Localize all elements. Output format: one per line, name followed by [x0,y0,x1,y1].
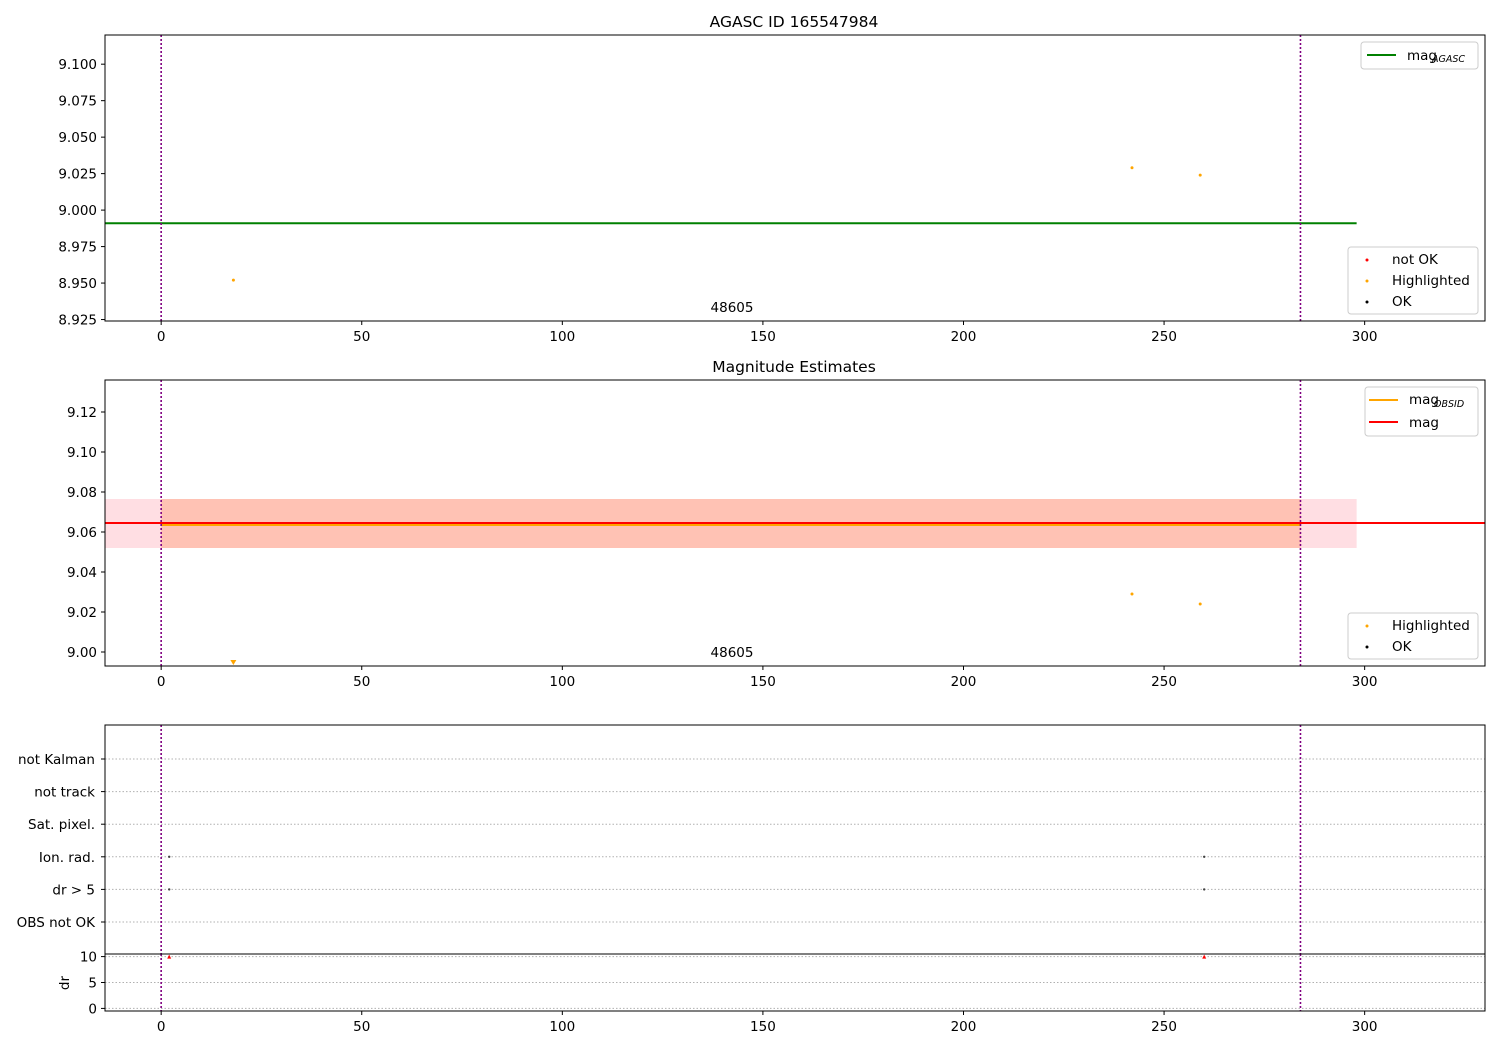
flag-label: Sat. pixel. [28,817,95,833]
mag-estimates-title: Magnitude Estimates [712,358,876,376]
dr-flagged-point [1202,954,1207,959]
agasc-obsid-label: 48605 [711,300,754,316]
data-point [1130,166,1134,170]
y-tick-label: 9.08 [67,485,97,501]
dr-flagged-point [167,954,172,959]
x-tick-label: 0 [157,674,166,690]
x-tick-label: 300 [1352,1019,1378,1035]
agasc-axes-frame [104,34,1486,322]
data-point [1203,888,1206,891]
y-tick-label: 9.12 [67,405,97,421]
dr-axis-label: dr [57,975,73,990]
out-of-range-marker [230,660,237,665]
x-tick-label: 150 [750,1019,776,1035]
flag-label: Ion. rad. [39,850,95,866]
x-tick-label: 150 [750,329,776,345]
mag-estimates-panel: Magnitude Estimates 48605 9.00 9.02 9.04 9.… [67,358,1486,690]
x-tick-label: 50 [353,1019,370,1035]
y-tick-label: 8.975 [58,240,97,256]
mag-obsid-label: 48605 [711,645,754,661]
ok-legend-marker [1365,300,1369,304]
mag-legend-label: mag [1409,415,1439,431]
x-tick-label: 50 [353,329,370,345]
x-tick-label: 50 [353,674,370,690]
x-tick-label: 250 [1151,1019,1177,1035]
data-point [1130,592,1134,596]
y-tick-label: 9.025 [58,167,97,183]
x-tick-label: 200 [951,329,977,345]
x-tick-label: 150 [750,674,776,690]
x-tick-label: 200 [951,674,977,690]
y-tick-label: 9.04 [67,565,97,581]
x-tick-label: 0 [157,329,166,345]
y-tick-label: 8.925 [58,313,97,329]
data-point [1198,173,1202,177]
mag-highlighted-legend-label: Highlighted [1392,618,1470,634]
y-tick-label: 9.02 [67,605,97,621]
mag-axes-frame [104,379,1486,667]
x-tick-label: 100 [549,1019,575,1035]
ok-legend-label: OK [1392,294,1413,310]
highlighted-legend-label: Highlighted [1392,273,1470,289]
y-tick-label: 0 [88,1001,97,1017]
y-tick-label: 9.100 [58,57,97,73]
data-point [1203,855,1206,858]
x-tick-label: 100 [549,329,575,345]
x-tick-label: 200 [951,1019,977,1035]
y-tick-label: 9.075 [58,94,97,110]
mag-obsid-legend-label: mag [1409,392,1439,408]
y-tick-label: 9.00 [67,645,97,661]
not-ok-legend-marker [1365,258,1369,262]
flag-label: dr > 5 [52,882,95,898]
agasc-legend-sub: AGASC [1431,54,1465,65]
x-tick-label: 100 [549,674,575,690]
not-ok-legend-label: not OK [1392,252,1439,268]
flags-panel: not Kalman not track Sat. pixel. Ion. rad. d… [17,724,1486,955]
mag-ok-legend-label: OK [1392,639,1413,655]
y-tick-label: 9.050 [58,130,97,146]
agasc-point-legend: not OK Highlighted OK [1347,246,1479,315]
y-tick-label: 9.000 [58,203,97,219]
agasc-panel: AGASC ID 165547984 48605 8.925 8.950 8.975… [58,13,1486,345]
x-tick-label: 250 [1151,329,1177,345]
x-tick-label: 250 [1151,674,1177,690]
agasc-panel-title: AGASC ID 165547984 [710,13,879,31]
y-tick-label: 8.950 [58,276,97,292]
y-tick-label: 10 [80,950,97,966]
y-tick-label: 5 [88,976,97,992]
data-point [168,888,171,891]
dr-panel: 0 5 10 0 50 100 150 200 250 300 dr [57,950,1486,1035]
data-point [168,855,171,858]
agasc-legend-label: mag [1407,48,1437,64]
highlighted-legend-marker [1365,279,1369,283]
x-tick-label: 0 [157,1019,166,1035]
mag-obsid-legend-sub: OBSID [1434,399,1464,410]
flag-label: OBS not OK [17,915,97,931]
mag-highlighted-legend-marker [1365,624,1369,628]
agasc-line-legend: mag AGASC [1360,41,1479,70]
mag-line-legend: mag OBSID mag [1364,386,1479,437]
mag-point-legend: Highlighted OK [1347,612,1479,660]
y-tick-label: 9.06 [67,525,97,541]
data-point [231,278,235,282]
flag-label: not Kalman [18,752,95,768]
flag-label: not track [34,785,95,801]
y-tick-label: 9.10 [67,445,97,461]
x-tick-label: 300 [1352,329,1378,345]
mag-ok-legend-marker [1365,645,1369,649]
data-point [1198,602,1202,606]
x-tick-label: 300 [1352,674,1378,690]
